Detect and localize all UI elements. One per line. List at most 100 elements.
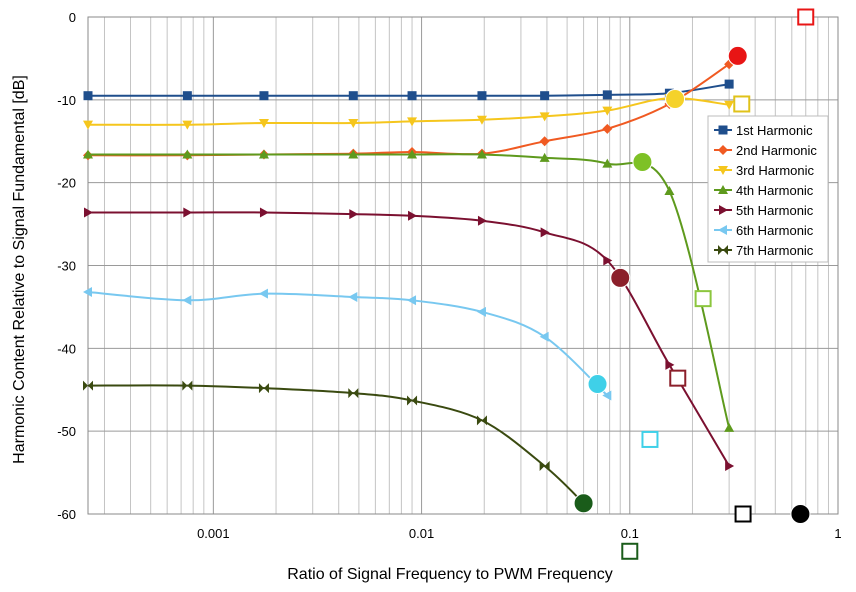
annotation-square bbox=[797, 8, 815, 26]
data-point bbox=[182, 380, 193, 391]
plot-border bbox=[87, 16, 839, 515]
annotation-square bbox=[733, 95, 751, 113]
data-point bbox=[603, 255, 613, 266]
x-tick-label: 0.01 bbox=[409, 526, 434, 541]
data-point bbox=[407, 91, 417, 101]
series-1 bbox=[83, 79, 734, 101]
annotation-circle bbox=[587, 373, 608, 394]
legend-label: 3rd Harmonic bbox=[736, 163, 815, 178]
data-point bbox=[724, 100, 735, 110]
data-point bbox=[83, 287, 92, 298]
annotation-circle bbox=[610, 267, 631, 288]
data-point bbox=[407, 295, 417, 306]
data-point bbox=[83, 91, 93, 101]
legend-swatch-marker bbox=[718, 225, 727, 235]
data-point bbox=[183, 207, 193, 218]
data-point bbox=[258, 119, 269, 129]
data-point bbox=[602, 390, 612, 401]
legend-swatch-marker bbox=[718, 185, 728, 194]
data-point bbox=[259, 91, 269, 101]
x-tick-label: 0.001 bbox=[197, 526, 230, 541]
legend-item: 5th Harmonic bbox=[714, 203, 814, 218]
series-7 bbox=[83, 380, 589, 509]
y-tick-label: -40 bbox=[57, 341, 76, 356]
annotation-square bbox=[641, 430, 659, 448]
data-point bbox=[476, 149, 487, 159]
annotation-circle bbox=[632, 151, 653, 172]
series-line bbox=[87, 97, 730, 126]
series-line bbox=[87, 384, 585, 504]
data-point bbox=[258, 149, 269, 159]
series-5 bbox=[84, 207, 735, 471]
data-point bbox=[182, 295, 192, 306]
grid-lines bbox=[88, 16, 839, 515]
data-point bbox=[407, 117, 418, 127]
data-point bbox=[182, 91, 192, 101]
data-point bbox=[724, 79, 734, 89]
data-point bbox=[84, 207, 93, 218]
series-line bbox=[88, 83, 730, 97]
data-point bbox=[348, 91, 358, 101]
data-point bbox=[349, 209, 359, 220]
annotation-circle bbox=[790, 504, 811, 524]
y-tick-label: 0 bbox=[69, 10, 76, 25]
annotation-circle bbox=[573, 493, 594, 514]
data-point bbox=[83, 149, 93, 159]
data-point bbox=[182, 120, 193, 130]
legend-label: 2nd Harmonic bbox=[736, 143, 817, 158]
data-point bbox=[602, 106, 613, 116]
data-point bbox=[348, 119, 359, 129]
legend-label: 4th Harmonic bbox=[736, 183, 814, 198]
data-point bbox=[476, 115, 487, 125]
y-tick-label: -30 bbox=[57, 259, 76, 274]
legend: 1st Harmonic 2nd Harmonic 3rd Harmonic 4th … bbox=[707, 115, 829, 263]
legend-label: 7th Harmonic bbox=[736, 243, 814, 258]
annotation-circle bbox=[665, 89, 686, 110]
series-line bbox=[87, 211, 730, 467]
data-point bbox=[258, 383, 269, 394]
data-point bbox=[83, 380, 93, 391]
data-point bbox=[665, 359, 675, 370]
annotation-square bbox=[669, 369, 687, 387]
legend-swatch-marker bbox=[718, 145, 728, 155]
data-point bbox=[539, 136, 550, 147]
legend-item: 7th Harmonic bbox=[714, 243, 814, 258]
legend-label: 1st Harmonic bbox=[736, 123, 813, 138]
y-tick-label: -50 bbox=[57, 424, 76, 439]
data-point bbox=[539, 112, 550, 122]
series-line bbox=[87, 63, 730, 157]
x-tick-label: 1 bbox=[834, 526, 841, 541]
legend-item: 2nd Harmonic bbox=[714, 143, 817, 158]
legend-swatch-marker bbox=[719, 205, 728, 215]
legend-item: 3rd Harmonic bbox=[714, 163, 815, 178]
legend-label: 6th Harmonic bbox=[736, 223, 814, 238]
legend-swatch-marker bbox=[718, 166, 728, 175]
data-point bbox=[540, 227, 550, 238]
annotation-square bbox=[734, 505, 752, 523]
data-point bbox=[725, 460, 735, 471]
data-point bbox=[602, 123, 613, 134]
data-point bbox=[539, 460, 550, 471]
legend-item: 4th Harmonic bbox=[714, 183, 814, 198]
legend-swatch-marker bbox=[718, 125, 728, 135]
data-point bbox=[539, 331, 549, 342]
y-tick-label: -10 bbox=[57, 93, 76, 108]
data-point bbox=[724, 422, 735, 432]
data-point bbox=[83, 120, 93, 130]
data-point bbox=[477, 91, 487, 101]
legend-label: 5th Harmonic bbox=[736, 203, 814, 218]
annotation-square bbox=[694, 290, 712, 308]
data-point bbox=[348, 149, 359, 159]
data-point bbox=[540, 91, 550, 101]
legend-swatch-marker bbox=[718, 245, 728, 255]
annotation-circle bbox=[727, 45, 748, 66]
data-point bbox=[602, 90, 612, 100]
series-line bbox=[87, 291, 608, 397]
annotation-square bbox=[621, 542, 639, 560]
annotation-layer bbox=[573, 8, 815, 560]
data-point bbox=[602, 158, 613, 168]
data-point bbox=[259, 207, 269, 218]
data-point bbox=[348, 388, 359, 399]
data-point bbox=[477, 215, 487, 226]
